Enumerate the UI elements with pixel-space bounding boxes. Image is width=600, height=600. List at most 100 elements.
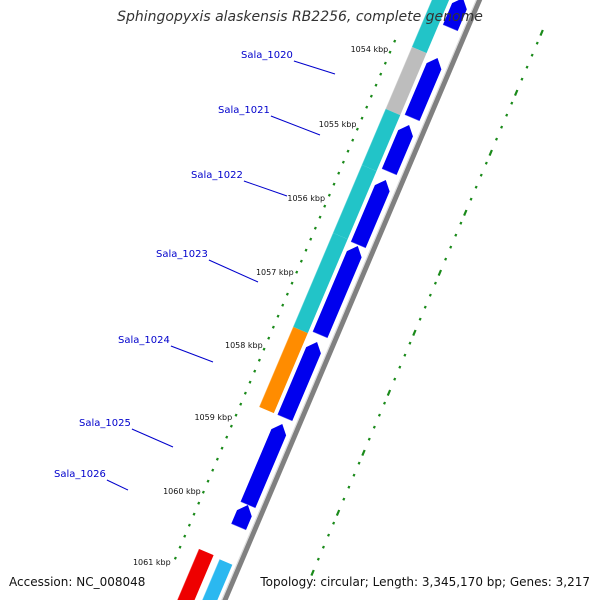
gc-dash-right-44: [316, 557, 320, 561]
gc-dash-right-17: [454, 233, 458, 237]
gc-dash-left-41: [201, 490, 205, 494]
cds-sala-1020: [442, 0, 467, 32]
gc-dash-left-42: [197, 501, 201, 505]
gene-label-sala-1020[interactable]: Sala_1020: [241, 50, 293, 61]
gc-dash-left-13: [332, 182, 336, 186]
gene-label-sala-1021[interactable]: Sala_1021: [218, 105, 270, 116]
gc-dash-left-9: [351, 138, 355, 142]
gc-dash-left-38: [215, 457, 219, 461]
cds-sala-1026-edge: [240, 501, 256, 509]
cog-block-1-edge: [411, 0, 433, 48]
gene-label-sala-1022[interactable]: Sala_1022: [191, 170, 243, 181]
gc-dash-left-47: [173, 556, 177, 560]
cds-sala-1022-edge: [381, 168, 397, 176]
gene-label-sala-1026[interactable]: Sala_1026: [54, 469, 106, 480]
gc-dash-left-39: [211, 468, 215, 472]
cog-block-2: [385, 46, 427, 116]
gc-dash-right-13: [474, 185, 478, 189]
kbp-ticks: 1054 kbp 1055 kbp 1056 kbp 1057 kbp 1058 kbp…: [133, 45, 388, 567]
gc-dash-left-22: [290, 281, 294, 285]
gc-dash-right-20: [437, 269, 443, 276]
gc-dash-right-28: [398, 365, 402, 369]
gc-dash-right-45: [310, 569, 315, 576]
gc-dash-left-20: [299, 259, 303, 263]
gc-dash-left-2: [383, 61, 387, 65]
gc-dash-right-15: [463, 209, 468, 216]
gc-dash-right-6: [510, 101, 514, 105]
cog-block-4-edge: [332, 164, 363, 234]
gc-dash-right-7: [505, 113, 509, 117]
gc-dash-right-40: [335, 509, 341, 516]
cog-block-8: [202, 559, 233, 600]
gene-label-sala-1025[interactable]: Sala_1025: [79, 418, 131, 429]
gc-dash-left-37: [220, 446, 224, 450]
gc-dash-left-19: [304, 248, 308, 252]
gc-dash-left-46: [178, 545, 182, 549]
gc-dash-left-33: [239, 402, 243, 406]
gc-dash-left-11: [341, 160, 345, 164]
gc-dash-right-0: [539, 29, 544, 36]
gc-dash-right-2: [530, 53, 534, 57]
backbone-highlight: [221, 0, 477, 600]
leader-line-sala-1022: [243, 180, 288, 197]
gc-dash-left-31: [248, 380, 252, 384]
cds-sala-1024: [312, 246, 362, 339]
cog-block-1: [411, 0, 450, 54]
gc-dash-right-35: [361, 449, 366, 456]
cds-sala-1022: [381, 125, 413, 176]
gene-label-sala-1024[interactable]: Sala_1024: [118, 335, 170, 346]
gc-dash-left-35: [229, 424, 233, 428]
gc-dash-left-14: [327, 193, 331, 197]
tick-label: 1060 kbp: [163, 487, 201, 496]
cds-sala-1025: [277, 342, 321, 422]
gc-dash-right-16: [459, 221, 463, 225]
gc-dash-left-16: [318, 215, 322, 219]
cds-sala-1020-edge: [442, 24, 458, 32]
backbone-track: [221, 0, 483, 600]
gc-dash-right-14: [469, 197, 473, 201]
gc-dash-left-26: [271, 325, 275, 329]
gc-dash-right-38: [347, 485, 351, 489]
gc-dash-left-12: [337, 171, 341, 175]
cog-block-6: [259, 326, 308, 414]
gc-dash-right-39: [342, 497, 346, 501]
cds-sala-1025-edge: [277, 414, 293, 422]
gc-dash-right-8: [500, 125, 504, 129]
tick-label: 1054 kbp: [351, 45, 389, 54]
leader-line-sala-1025: [131, 428, 174, 448]
gc-dash-right-33: [372, 425, 376, 429]
gc-dash-right-27: [403, 353, 407, 357]
cds-sala-1023-edge: [350, 241, 366, 249]
cog-block-2-edge: [385, 46, 413, 110]
gc-dash-right-11: [484, 161, 488, 165]
gc-dash-left-28: [262, 347, 266, 351]
cog-block-3-edge: [361, 108, 386, 166]
genome-summary: Topology: circular; Length: 3,345,170 bp…: [260, 575, 590, 589]
gc-skew-track: [173, 29, 544, 576]
cog-block-7-edge: [176, 548, 200, 600]
gene-label-sala-1023[interactable]: Sala_1023: [156, 249, 208, 260]
gc-dash-left-18: [309, 237, 313, 241]
gc-dash-left-25: [276, 314, 280, 318]
cog-track: [176, 0, 450, 600]
gc-dash-left-27: [267, 336, 271, 340]
gc-dash-right-24: [418, 317, 422, 321]
gc-dash-right-25: [412, 329, 417, 336]
cog-block-8-edge: [201, 559, 220, 600]
cds-sala-1023: [350, 180, 390, 249]
cog-block-5: [293, 232, 348, 334]
gc-dash-left-30: [253, 369, 257, 373]
gc-dash-left-29: [257, 358, 261, 362]
gc-dash-left-32: [243, 391, 247, 395]
gc-dash-right-43: [321, 545, 325, 549]
cog-block-6-edge: [258, 326, 294, 408]
gc-dash-right-1: [535, 41, 539, 45]
gc-dash-right-3: [525, 65, 529, 69]
gc-dash-right-31: [383, 401, 387, 405]
accession-text: Accession: NC_008048: [9, 575, 146, 589]
gc-dash-right-29: [393, 377, 397, 381]
cog-block-7: [177, 548, 214, 600]
gc-dash-right-41: [332, 521, 336, 525]
leader-line-sala-1020: [293, 60, 336, 75]
